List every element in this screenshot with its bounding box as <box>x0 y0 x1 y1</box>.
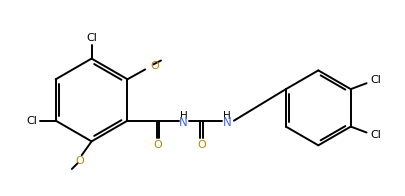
Text: O: O <box>153 140 162 150</box>
Text: O: O <box>197 140 206 150</box>
Text: H: H <box>223 111 231 121</box>
Text: H: H <box>180 111 188 121</box>
Text: N: N <box>179 116 188 129</box>
Text: Cl: Cl <box>86 33 97 43</box>
Text: O: O <box>75 156 84 166</box>
Text: Cl: Cl <box>27 116 38 126</box>
Text: N: N <box>223 116 231 129</box>
Text: Cl: Cl <box>370 131 381 141</box>
Text: Cl: Cl <box>370 75 381 85</box>
Text: O: O <box>150 62 159 72</box>
